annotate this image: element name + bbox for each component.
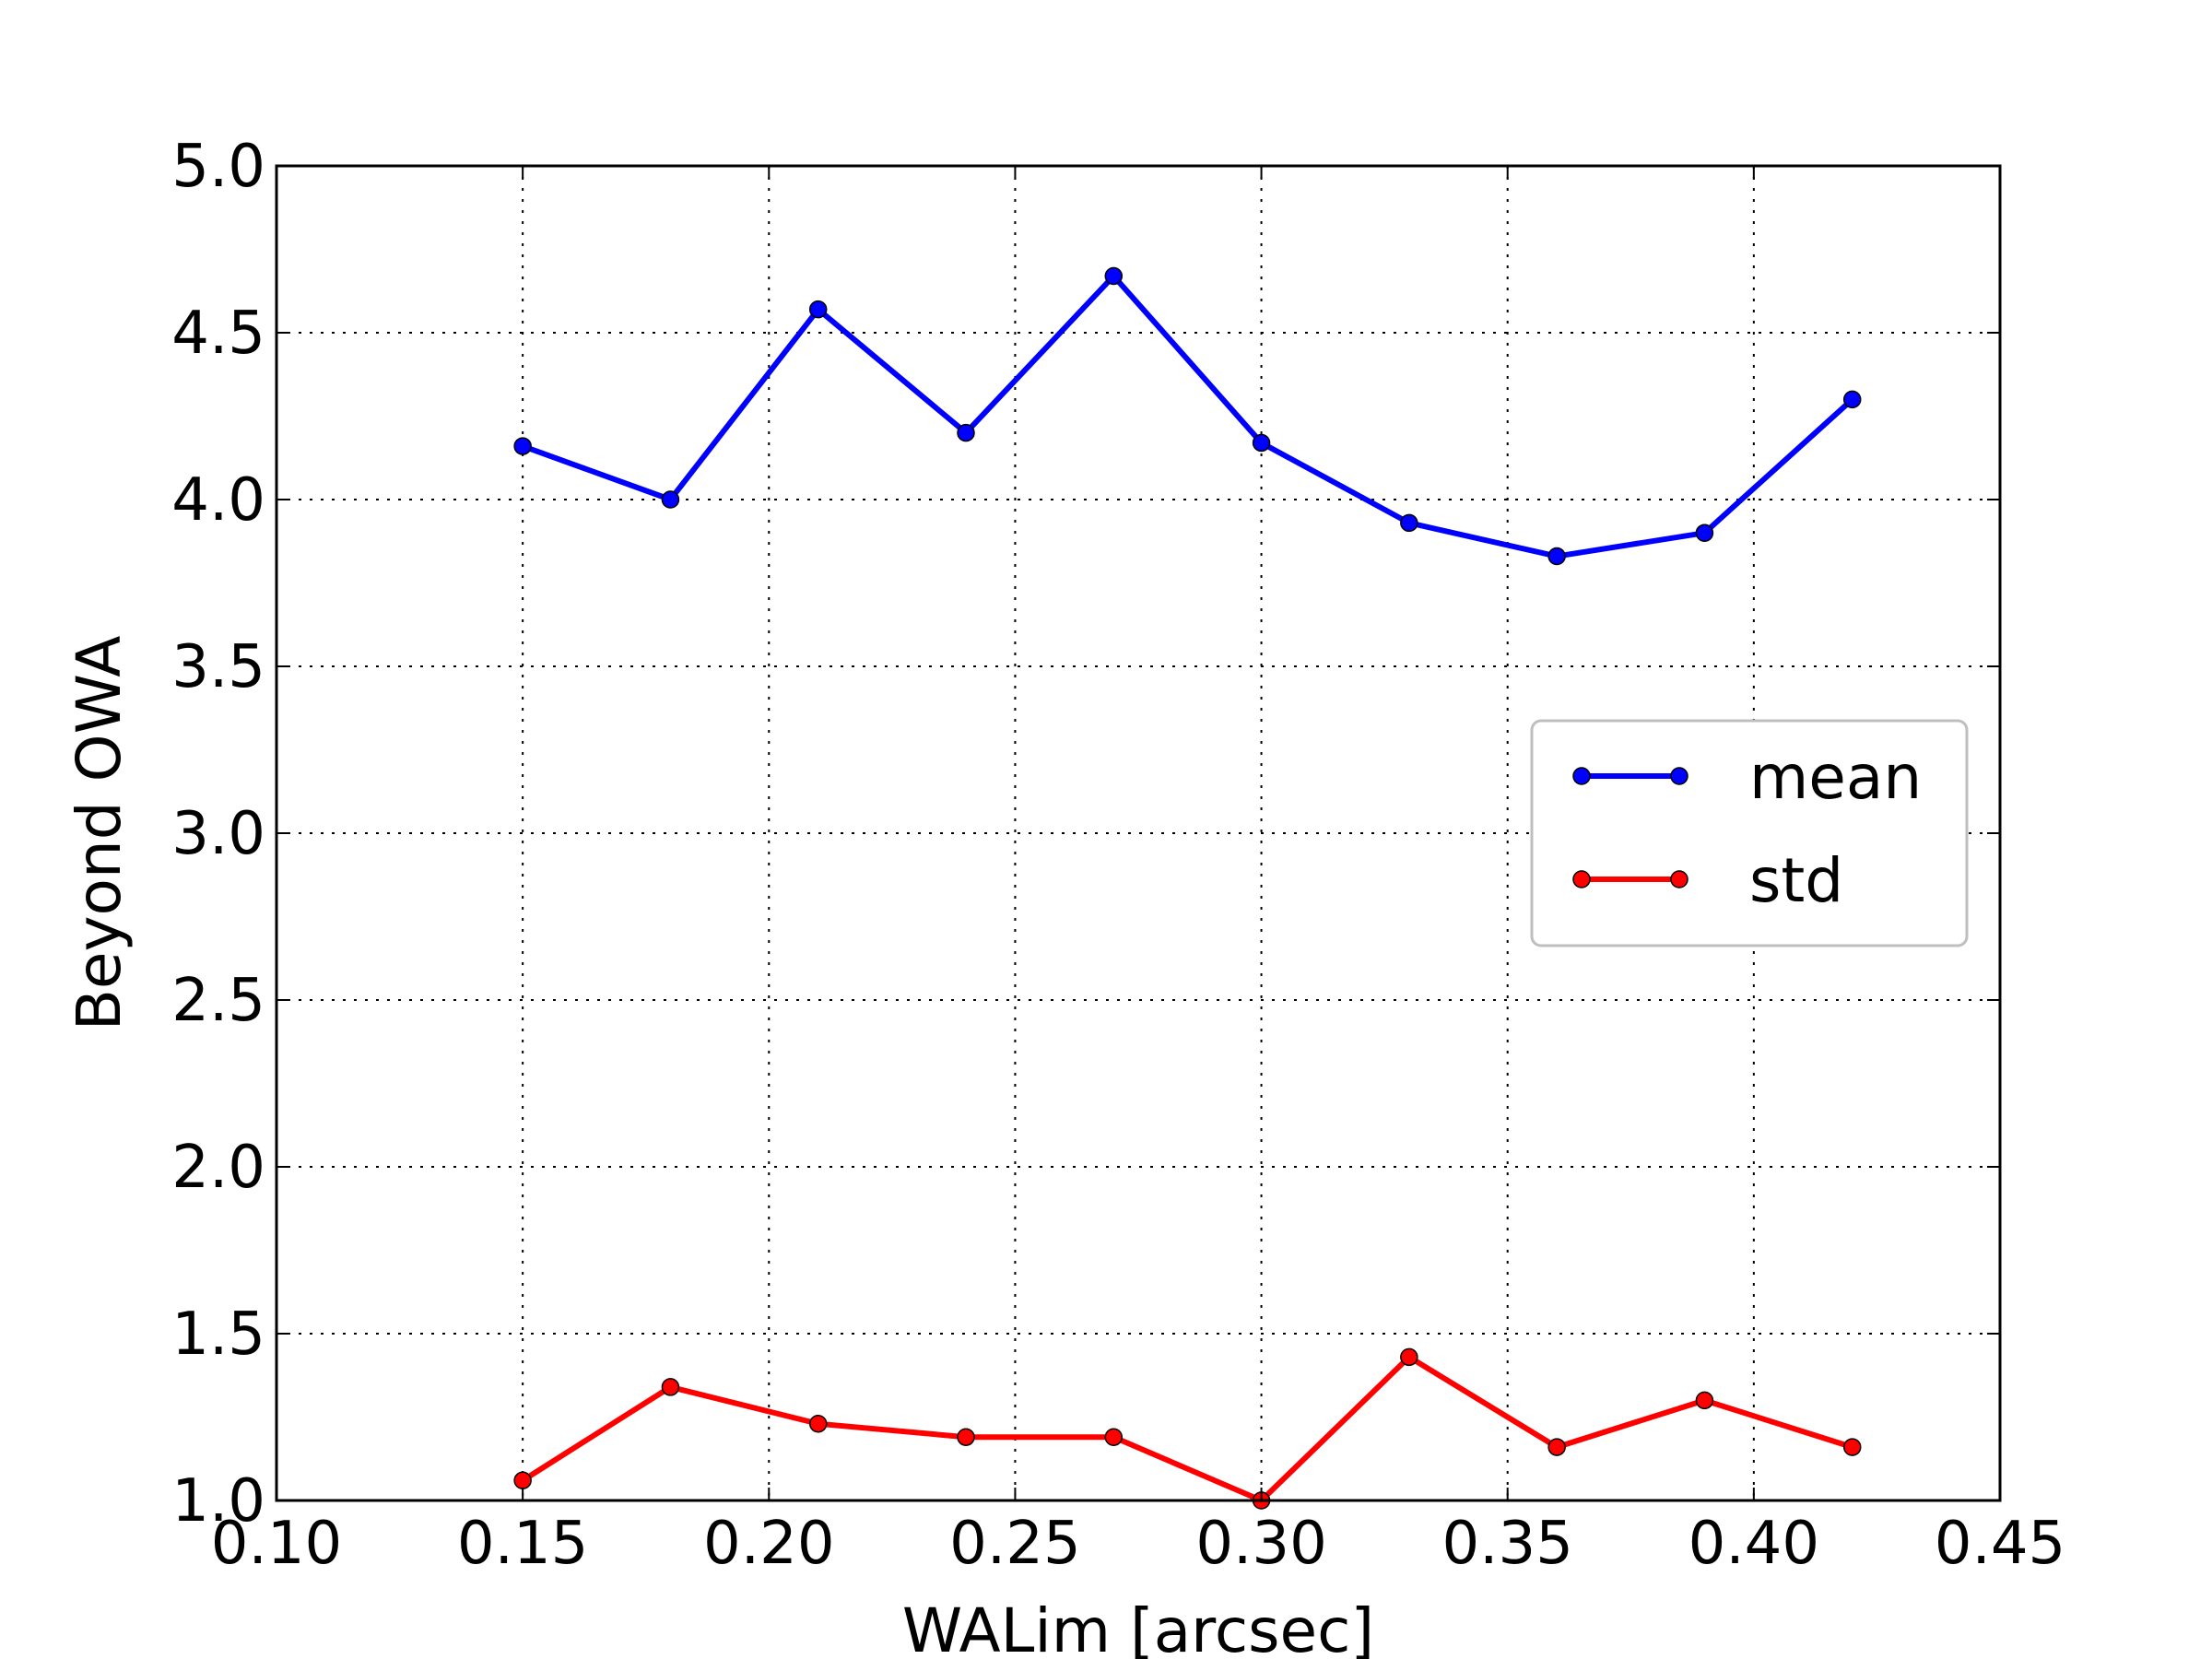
data-point-mean [1252,433,1271,453]
data-point-mean [1104,266,1124,286]
series-layer [513,266,1862,1510]
x-tick-label: 0.20 [703,1510,835,1578]
y-tick-label: 4.5 [171,300,265,368]
data-point-std [1400,1347,1418,1367]
legend-entry-mean: mean [1572,742,1922,813]
data-point-std [1842,1438,1862,1456]
ticks [276,165,2001,1501]
data-point-mean [808,300,828,319]
x-tick-label: 0.10 [211,1510,343,1578]
data-point-std [957,1428,975,1446]
legend-marker-std [1572,870,1591,888]
y-tick-label: 2.5 [171,967,265,1035]
data-point-mean [1695,524,1714,542]
y-tick-label: 3.5 [171,633,265,701]
series-line-mean [522,273,1854,559]
x-tick-label: 0.30 [1195,1510,1327,1578]
data-point-std [1104,1428,1124,1446]
y-tick-label: 1.5 [171,1300,265,1369]
data-point-mean [957,423,975,442]
data-point-std [808,1414,828,1433]
legend-label-std: std [1749,845,1843,916]
legend-marker-mean [1670,767,1688,785]
data-point-std [513,1471,532,1490]
data-point-mean [1547,547,1566,566]
y-tick-label: 5.0 [171,133,265,201]
legend-entry-std: std [1572,845,1843,916]
series-line-std [521,1354,1853,1503]
data-point-mean [1400,513,1418,533]
data-point-mean [1842,390,1862,409]
x-axis-label: WALim [arcsec] [902,1595,1374,1659]
y-tick-label: 2.0 [171,1134,265,1202]
grid [276,166,2000,1500]
x-tick-label: 0.25 [949,1510,1081,1578]
series-std [513,1347,1862,1510]
legend-marker-std [1670,870,1688,888]
data-point-std [1695,1391,1714,1410]
legend-marker-mean [1572,767,1591,785]
data-point-mean [513,437,532,455]
x-tick-label: 0.35 [1441,1510,1573,1578]
data-point-mean [661,490,680,509]
tick-labels: 0.10 0.15 0.20 0.25 0.30 0.35 0.40 0.45 1.0 1.5 2.… [171,133,2065,1578]
x-tick-label: 0.40 [1688,1510,1820,1578]
y-tick-label: 1.0 [171,1467,265,1535]
y-tick-label: 3.0 [171,800,265,868]
legend-label-mean: mean [1749,742,1922,813]
y-axis-label: Beyond OWA [64,636,135,1031]
series-mean [513,266,1862,566]
x-tick-label: 0.15 [457,1510,589,1578]
y-tick-label: 4.0 [171,466,265,535]
legend: mean std [1530,719,1969,947]
data-point-std [1547,1438,1566,1456]
data-point-std [661,1378,680,1396]
x-tick-label: 0.45 [1935,1510,2066,1578]
